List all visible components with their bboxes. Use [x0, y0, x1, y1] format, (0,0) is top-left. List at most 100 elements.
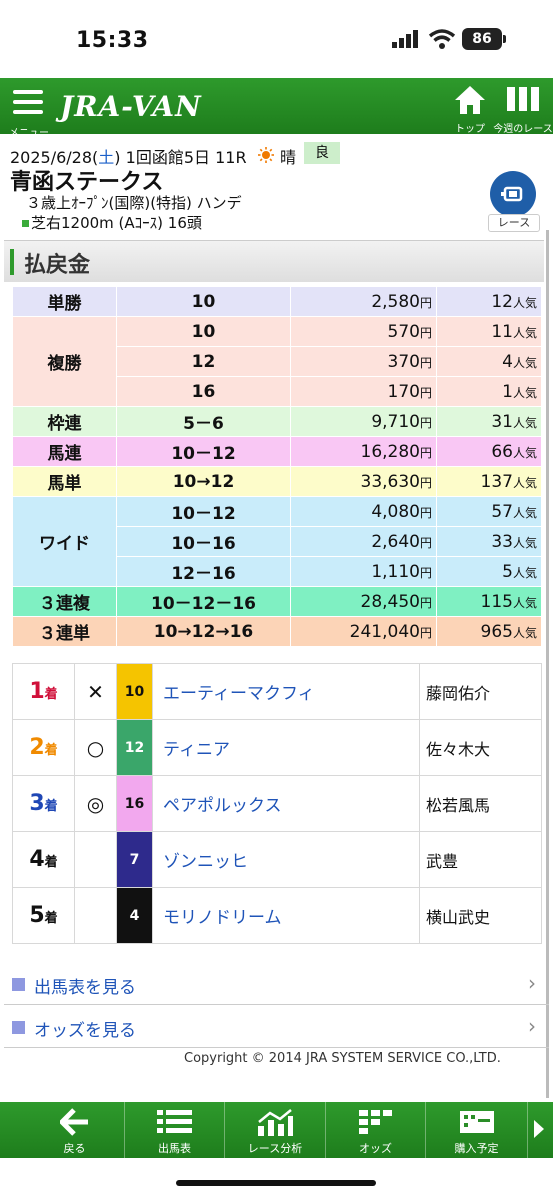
yen-unit: 円 — [419, 595, 432, 610]
rank-suffix: 着 — [44, 855, 58, 870]
race-conditions: ３歳上ｵｰﾌﾟﾝ(国際)(特指) ハンデ — [26, 194, 242, 212]
nav-back[interactable]: 戻る — [25, 1102, 125, 1158]
combination: 12 — [116, 346, 291, 377]
payout-row-sanrenpuku: ３連複 10－12－16 28,450円 115人気 — [12, 586, 542, 617]
popularity: 33人気 — [436, 526, 542, 557]
yen-unit: 円 — [419, 355, 432, 370]
popularity: 137人気 — [436, 466, 542, 497]
payout-amount: 2,640円 — [290, 526, 437, 557]
back-arrow-icon — [60, 1108, 88, 1136]
yen-unit: 円 — [419, 535, 432, 550]
popularity-value: 12 — [491, 291, 513, 312]
popularity: 115人気 — [436, 586, 542, 617]
payout-amount: 9,710円 — [290, 406, 437, 437]
popularity-value: 115 — [480, 591, 513, 612]
race-date-prefix: 2025/6/28( — [10, 148, 99, 167]
ninki-unit: 人気 — [512, 475, 537, 490]
popularity: 31人気 — [436, 406, 542, 437]
menu-button[interactable]: メニュー — [8, 86, 50, 139]
combination: 10 — [116, 316, 291, 347]
yen-unit: 円 — [419, 625, 432, 640]
payout-value: 33,630 — [360, 471, 420, 492]
ninki-unit: 人気 — [512, 625, 537, 640]
horse-number: 4 — [116, 887, 153, 944]
horse-number: 10 — [116, 663, 153, 720]
nav-shutsuba[interactable]: 出馬表 — [125, 1102, 225, 1158]
jockey-name: 松若風馬 — [419, 775, 542, 832]
payout-value: 2,640 — [371, 531, 420, 552]
home-indicator — [176, 1180, 376, 1186]
result-row[interactable]: 3着 ◎ 16 ペアポルックス 松若風馬 — [12, 775, 542, 832]
sun-icon — [258, 147, 274, 163]
popularity-value: 66 — [491, 441, 513, 462]
rank-suffix: 着 — [44, 799, 58, 814]
prediction-mark: ✕ — [74, 663, 117, 720]
result-row[interactable]: 1着 ✕ 10 エーティーマクフィ 藤岡佑介 — [12, 663, 542, 720]
cellular-signal-icon — [392, 30, 418, 48]
ninki-unit: 人気 — [512, 355, 537, 370]
race-button[interactable] — [490, 171, 536, 217]
nav-race-analysis[interactable]: レース分析 — [225, 1102, 326, 1158]
horse-name-link[interactable]: モリノドリーム — [152, 887, 420, 944]
home-icon — [455, 86, 485, 114]
weekly-races-button[interactable]: 今週のレース — [493, 84, 553, 135]
payout-value: 241,040 — [349, 621, 420, 642]
result-row[interactable]: 4着 7 ゾンニッヒ 武豊 — [12, 831, 542, 888]
yen-unit: 円 — [419, 475, 432, 490]
payout-row-fukusho: 複勝 10 570円 11人気 — [12, 316, 542, 407]
yen-unit: 円 — [419, 325, 432, 340]
popularity: 57人気 — [436, 496, 542, 527]
odds-link[interactable]: オッズを見る › — [4, 1006, 549, 1048]
popularity-value: 4 — [502, 351, 513, 372]
ninki-unit: 人気 — [512, 505, 537, 520]
nav-odds[interactable]: オッズ — [326, 1102, 426, 1158]
scrollbar[interactable] — [546, 230, 549, 1098]
horse-name-link[interactable]: ゾンニッヒ — [152, 831, 420, 888]
menu-label: メニュー — [9, 128, 49, 139]
payout-amount: 241,040円 — [290, 616, 437, 647]
race-video-icon — [501, 186, 523, 202]
nav-odds-label: オッズ — [359, 1142, 392, 1155]
chevron-right-icon: › — [528, 971, 536, 995]
popularity: 4人気 — [436, 346, 542, 377]
payout-amount: 2,580円 — [290, 286, 437, 317]
popularity: 5人気 — [436, 556, 542, 587]
nav-scroll-right-icon[interactable] — [532, 1118, 546, 1140]
race-title: 青函ステークス — [10, 170, 164, 195]
payout-amount: 16,280円 — [290, 436, 437, 467]
jockey-name: 横山武史 — [419, 887, 542, 944]
jockey-name: 藤岡佑介 — [419, 663, 542, 720]
popularity: 965人気 — [436, 616, 542, 647]
rank-suffix: 着 — [44, 687, 58, 702]
top-button[interactable]: トップ — [448, 84, 492, 135]
popularity: 12人気 — [436, 286, 542, 317]
status-bar: 15:33 86 — [0, 0, 553, 78]
horse-name-link[interactable]: ペアポルックス — [152, 775, 420, 832]
yen-unit: 円 — [419, 445, 432, 460]
payout-amount: 570円 — [290, 316, 437, 347]
finish-rank: 3着 — [12, 775, 75, 832]
result-row[interactable]: 5着 4 モリノドリーム 横山武史 — [12, 887, 542, 944]
hamburger-icon — [13, 90, 43, 94]
popularity-value: 1 — [502, 381, 513, 402]
nav-purchase[interactable]: 購入予定 — [426, 1102, 528, 1158]
odds-grid-icon — [359, 1110, 392, 1134]
race-button-label[interactable]: レース — [488, 214, 540, 232]
nav-purchase-label: 購入予定 — [454, 1142, 499, 1155]
jra-van-logo[interactable]: JRA-VAN — [60, 90, 202, 123]
horse-name-link[interactable]: ティニア — [152, 719, 420, 776]
prediction-mark: ○ — [74, 719, 117, 776]
track-condition-badge: 良 — [304, 142, 340, 164]
yen-unit: 円 — [419, 295, 432, 310]
horse-name-link[interactable]: エーティーマクフィ — [152, 663, 420, 720]
payout-value: 370 — [387, 351, 420, 372]
bet-type: 馬単 — [12, 466, 117, 497]
payout-amount: 4,080円 — [290, 496, 437, 527]
combination: 5－6 — [116, 406, 291, 437]
shutsuba-link[interactable]: 出馬表を見る › — [4, 963, 549, 1005]
payout-value: 2,580 — [371, 291, 420, 312]
rank-number: 1 — [29, 679, 45, 704]
result-row[interactable]: 2着 ○ 12 ティニア 佐々木大 — [12, 719, 542, 776]
payout-value: 9,710 — [371, 411, 420, 432]
hamburger-icon-bar — [13, 110, 43, 114]
